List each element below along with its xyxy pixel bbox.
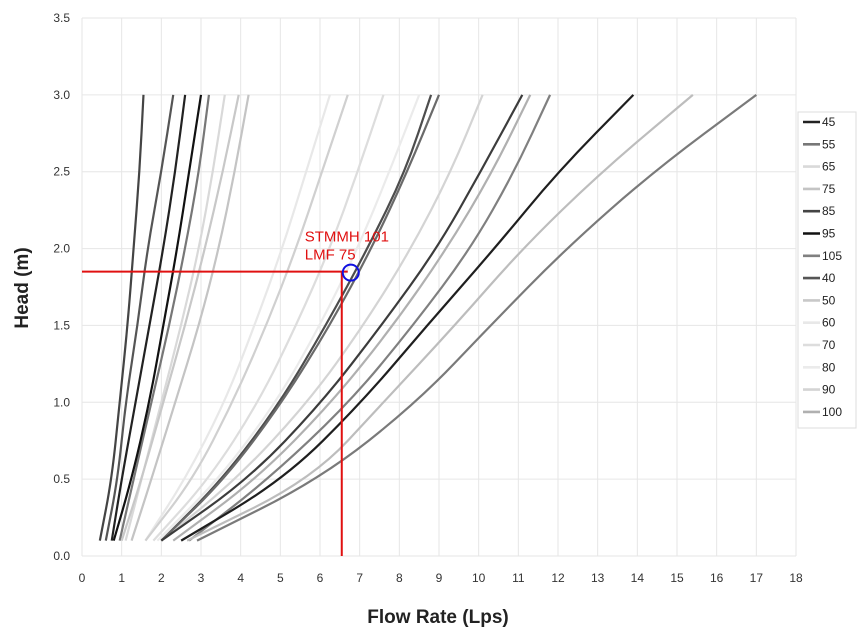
x-tick-label: 11 — [512, 571, 525, 585]
x-tick-label: 10 — [472, 571, 486, 585]
series-line-80 — [156, 94, 421, 542]
y-tick-label: 0.0 — [53, 549, 70, 563]
x-tick-label: 12 — [551, 571, 565, 585]
x-tick-label: 0 — [79, 571, 86, 585]
x-tick-labels: 0 1 2 3 4 5 6 7 8 9 10 11 12 13 14 15 16 17 18 — [79, 571, 803, 585]
series-line-70 — [152, 94, 385, 542]
curve-right-3 — [196, 93, 757, 542]
x-tick-label: 4 — [237, 571, 244, 585]
y-tick-label: 3.0 — [53, 88, 70, 102]
legend: 45 55 65 75 85 95 105 40 50 60 70 80 90 100 — [797, 111, 857, 429]
x-axis-title: Flow Rate (Lps) — [367, 607, 508, 628]
annotation-label-line1: STMMH 101 — [305, 229, 389, 246]
curve-right-2 — [186, 94, 694, 542]
x-tick-label: 8 — [396, 571, 403, 585]
legend-box — [797, 111, 857, 429]
legend-label-40: 40 — [822, 271, 836, 285]
series-line-45 — [110, 94, 187, 541]
series-line-105 — [188, 94, 552, 542]
curve-extra-2 — [160, 94, 441, 542]
legend-label-55: 55 — [822, 137, 836, 151]
legend-label-50: 50 — [822, 293, 836, 307]
y-tick-label: 1.5 — [53, 318, 70, 332]
y-tick-label: 1.0 — [53, 395, 70, 409]
y-tick-label: 2.0 — [53, 242, 70, 256]
x-tick-label: 14 — [631, 571, 645, 585]
x-tick-label: 6 — [317, 571, 324, 585]
legend-label-65: 65 — [822, 160, 836, 174]
series-line-100 — [172, 94, 532, 542]
x-tick-label: 15 — [670, 571, 684, 585]
series-line-75 — [130, 94, 250, 541]
y-tick-label: 3.5 — [53, 11, 70, 25]
curve-right-0 — [160, 94, 524, 542]
x-tick-label: 5 — [277, 571, 284, 585]
x-tick-label: 18 — [789, 571, 803, 585]
legend-label-75: 75 — [822, 182, 836, 196]
legend-label-85: 85 — [822, 204, 836, 218]
grid — [81, 17, 797, 557]
x-tick-label: 3 — [198, 571, 205, 585]
curves — [98, 93, 757, 542]
legend-label-80: 80 — [822, 360, 836, 374]
curve-extra-1 — [144, 94, 349, 542]
legend-label-95: 95 — [822, 227, 836, 241]
annotation-circle — [341, 263, 360, 282]
series-line-90 — [160, 94, 484, 542]
y-tick-label: 2.5 — [53, 165, 70, 179]
legend-label-105: 105 — [822, 249, 842, 263]
x-tick-label: 7 — [356, 571, 363, 585]
series-line-50 — [120, 94, 240, 541]
y-axis-title: Head (m) — [12, 247, 33, 328]
legend-label-90: 90 — [822, 383, 836, 397]
series-line-85 — [98, 94, 145, 541]
series-line-40 — [104, 94, 175, 541]
series-line-60 — [144, 94, 331, 542]
y-tick-labels: 0.0 0.5 1.0 1.5 2.0 2.5 3.0 3.5 — [53, 11, 70, 563]
x-tick-label: 2 — [158, 571, 165, 585]
x-tick-label: 1 — [118, 571, 125, 585]
series-line-55 — [118, 94, 211, 541]
legend-label-60: 60 — [822, 316, 836, 330]
curve-right-1 — [180, 94, 635, 542]
annotation-label-line2: LMF 75 — [305, 247, 356, 264]
annotation: STMMH 101 LMF 75 — [82, 229, 389, 556]
legend-label-100: 100 — [822, 405, 842, 419]
x-tick-label: 9 — [436, 571, 443, 585]
legend-label-45: 45 — [822, 115, 836, 129]
x-tick-label: 17 — [750, 571, 764, 585]
legend-label-70: 70 — [822, 338, 836, 352]
x-tick-label: 16 — [710, 571, 724, 585]
series-line-65 — [124, 94, 226, 541]
x-tick-label: 13 — [591, 571, 605, 585]
y-tick-label: 0.5 — [53, 472, 70, 486]
series-line-95 — [112, 94, 203, 541]
